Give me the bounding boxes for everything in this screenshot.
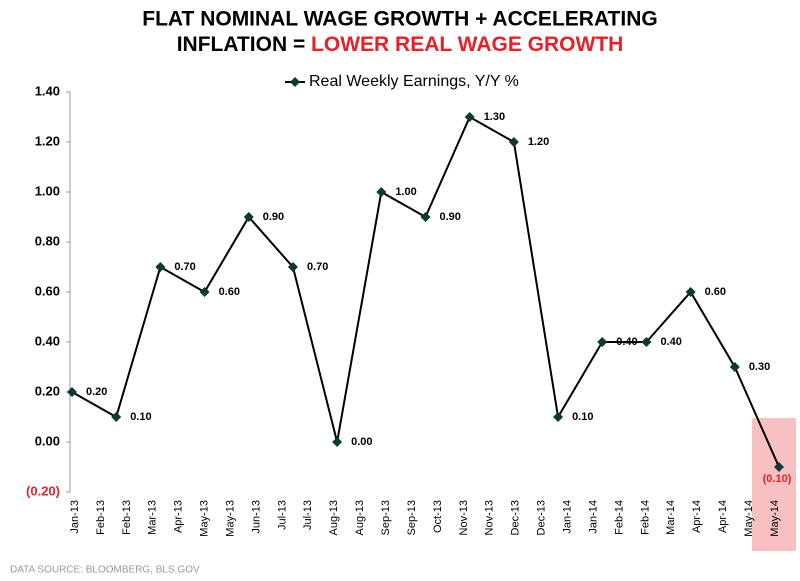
x-tick-label: Oct-13 (432, 500, 444, 533)
x-tick-label: Feb-13 (95, 500, 107, 535)
x-tick-label: Aug-13 (354, 500, 366, 535)
point (155, 262, 166, 272)
x-tick-label: Nov-13 (484, 500, 496, 535)
y-tick-label: 0.00 (35, 433, 60, 448)
x-tick-label: Jun-13 (250, 500, 262, 534)
chart-title-line2: INFLATION = LOWER REAL WAGE GROWTH (177, 33, 624, 56)
x-tick-label: Dec-13 (536, 500, 548, 535)
x-tick-label: Jan-13 (69, 500, 81, 534)
x-tick-label: Mar-13 (147, 500, 159, 535)
y-tick-label: 0.20 (35, 383, 60, 398)
point (685, 287, 696, 297)
point (774, 462, 784, 472)
highlight-box (752, 418, 796, 551)
data-label: 0.60 (705, 286, 726, 298)
y-tick-label: (0.20) (26, 483, 60, 498)
x-tick-label: Apr-13 (173, 500, 185, 533)
point (376, 187, 387, 197)
x-tick-label: Apr-14 (717, 500, 729, 533)
y-tick-label: 0.60 (35, 283, 60, 298)
data-label: 0.10 (572, 411, 593, 423)
y-tick-label: 1.40 (35, 83, 60, 98)
data-label: (0.10) (763, 473, 792, 485)
y-tick-label: 1.20 (35, 133, 60, 148)
x-tick-label: Mar-14 (665, 500, 677, 535)
x-tick-label: Jan-14 (587, 500, 599, 534)
data-label: 0.90 (263, 211, 284, 223)
data-label: 0.30 (749, 361, 770, 373)
title-highlight: LOWER REAL WAGE GROWTH (311, 33, 623, 56)
data-label: 0.90 (440, 211, 461, 223)
point (332, 437, 343, 447)
y-tick-label: 0.40 (35, 333, 60, 348)
point (111, 412, 122, 422)
x-tick-label: May-13 (199, 500, 211, 537)
x-tick-label: Feb-14 (639, 500, 651, 535)
x-tick-label: Jul-13 (302, 500, 314, 530)
point (553, 412, 564, 422)
point (597, 337, 608, 347)
point (67, 387, 77, 397)
chart-title: FLAT NOMINAL WAGE GROWTH + ACCELERATING (142, 8, 657, 31)
point (508, 137, 519, 147)
x-tick-label: Nov-13 (458, 500, 470, 535)
data-label: 0.70 (307, 261, 328, 273)
data-label: 1.20 (528, 136, 549, 148)
x-tick-label: May-14 (769, 500, 781, 537)
y-tick-label: 1.00 (35, 183, 60, 198)
y-tick-label: 0.80 (35, 233, 60, 248)
x-tick-label: Sep-13 (380, 500, 392, 535)
x-tick-label: Sep-13 (406, 500, 418, 535)
legend-marker (290, 77, 300, 87)
point (641, 337, 652, 347)
x-tick-label: Feb-14 (613, 500, 625, 535)
x-tick-label: Feb-13 (121, 500, 133, 535)
point (729, 362, 740, 372)
point (199, 287, 210, 297)
x-tick-label: Jan-14 (561, 500, 573, 534)
title-part: INFLATION = (177, 33, 311, 56)
point (287, 262, 298, 272)
data-label: 0.10 (130, 411, 151, 423)
legend-label: Real Weekly Earnings, Y/Y % (309, 73, 519, 90)
point (464, 112, 475, 122)
point (420, 212, 431, 222)
x-tick-label: Dec-13 (510, 500, 522, 535)
source: DATA SOURCE: BLOOMBERG, BLS.GOV (10, 565, 200, 576)
x-tick-label: May-13 (224, 500, 236, 537)
x-tick-label: May-14 (743, 500, 755, 537)
x-tick-label: Jul-13 (276, 500, 288, 530)
data-label: 0.00 (351, 436, 372, 448)
data-label: 1.00 (395, 186, 416, 198)
data-label: 0.60 (219, 286, 240, 298)
data-label: 1.30 (484, 111, 505, 123)
x-tick-label: Aug-13 (328, 500, 340, 535)
data-label: 0.40 (616, 336, 637, 348)
x-tick-label: Apr-14 (691, 500, 703, 533)
point (243, 212, 254, 222)
data-label: 0.20 (86, 386, 107, 398)
data-label: 0.40 (660, 336, 681, 348)
data-label: 0.70 (174, 261, 195, 273)
